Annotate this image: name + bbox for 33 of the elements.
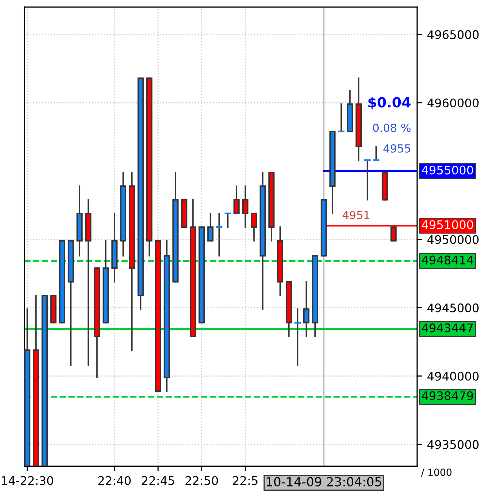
candlestick [234,186,240,214]
x-tick-label: 22:5 [233,476,258,486]
candlestick [338,104,345,133]
candlestick [224,212,232,228]
candlestick [364,160,371,201]
ref-line-label: 4948414 [422,256,474,265]
y-tick-label: 4960000 [428,98,479,108]
x-tick-label: 14-22:30 [2,476,54,486]
x-tick-label: 22:50 [186,476,218,486]
ref-line-label: 4938479 [422,392,474,400]
x-tick-label: 22:40 [98,476,131,486]
ref-line-label: 10-14-09 23:04:05 [266,477,382,487]
candlestick [208,212,214,242]
annotation: 4951 [342,211,370,220]
candlestick [303,281,310,338]
ref-line-label: 4951000 [422,220,474,230]
candlestick [251,212,258,242]
text: / 1000 [421,468,452,477]
annotation: 4955 [384,144,410,153]
candlestick [294,308,302,366]
y-tick-label: 4950000 [428,235,479,244]
ref-line-label: 4955000 [422,166,474,175]
candlestick [242,186,249,228]
annotation: $0.04 [368,97,411,110]
y-tick-label: 4935000 [428,440,479,450]
candlestick [216,212,223,257]
ref-line-label: 4943447 [422,324,474,333]
x-tick-label: 22:45 [142,476,174,486]
y-tick-label: 4940000 [428,372,479,381]
annotation: 0.08 % [373,124,411,132]
y-tick-label: 4965000 [428,30,479,40]
y-tick-label: 4945000 [428,304,479,313]
candlestick [373,146,380,162]
